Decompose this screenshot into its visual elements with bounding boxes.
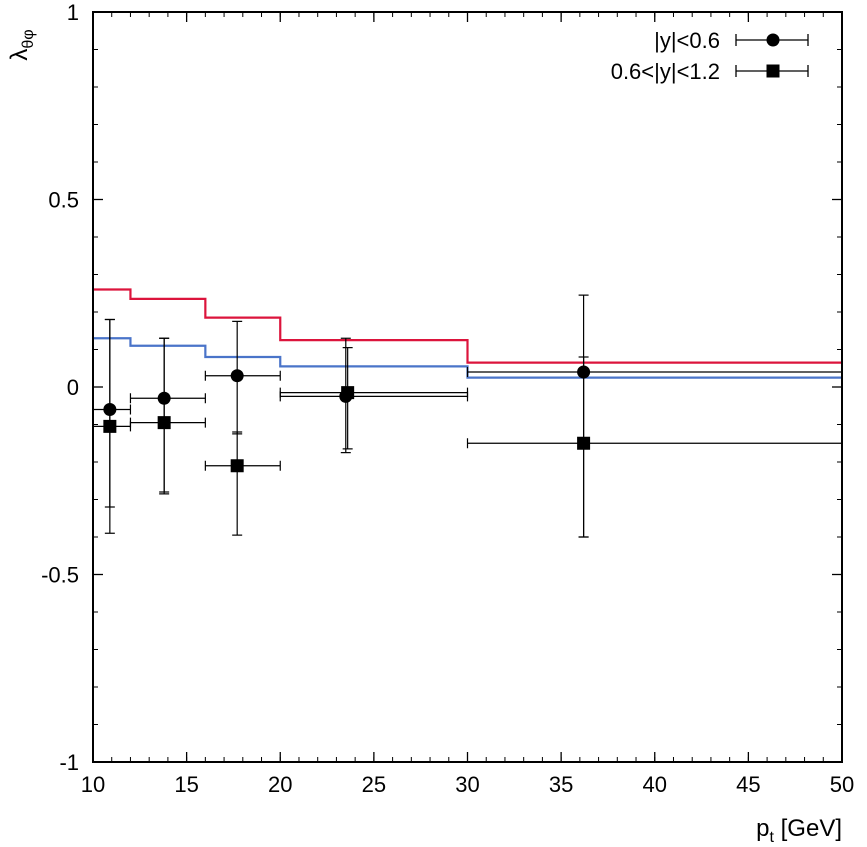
data-point-series-2 [92,318,132,508]
x-tick-label: 30 [455,772,479,797]
data-point-series-1 [466,294,843,538]
legend-marker-series-2 [735,64,809,78]
model-step-lines [93,288,842,379]
x-axis-title: pt [GeV] [756,815,842,846]
y-tick-label: 0.5 [48,188,79,213]
y-tick-label: -1 [59,750,79,775]
data-point-series-1 [204,320,281,435]
x-tick-label: 15 [174,772,198,797]
x-axis-title-unit: [GeV] [774,815,842,842]
x-tick-label: 35 [549,772,573,797]
data-point-series-1 [129,337,206,493]
plot-frame [92,11,843,763]
square-marker [341,386,355,400]
step-line-model-red [93,288,842,364]
y-tick-label: 0 [67,375,79,400]
data-point-series-2 [204,431,281,536]
minor-ticks [92,11,843,763]
x-axis-title-sub: t [770,829,775,846]
tick-labels: 10 15 20 25 30 35 40 45 50 -1 -0.5 0 0.5 1 [41,0,854,797]
y-tick-label: -0.5 [41,563,79,588]
legend: |y|<0.6 0.6<|y|<1.2 [611,28,809,84]
x-tick-label: 50 [830,772,854,797]
x-tick-label: 20 [268,772,292,797]
major-ticks [92,11,843,763]
x-tick-label: 25 [362,772,386,797]
data-point-series-2 [279,347,469,450]
square-marker [157,416,171,430]
x-tick-label: 45 [736,772,760,797]
square-marker [230,459,244,473]
data-point-series-2 [129,337,206,495]
y-axis-title-main: λ [6,49,33,61]
y-axis-title: λθφ [6,29,37,60]
y-axis-title-sub: θφ [20,29,37,48]
legend-label-series-2: 0.6<|y|<1.2 [611,59,720,84]
x-axis-title-main: p [756,815,769,842]
circle-marker [230,369,244,383]
data-points [92,294,843,538]
x-tick-label: 40 [643,772,667,797]
data-point-series-2 [466,356,843,538]
x-tick-label: 10 [81,772,105,797]
square-marker [577,436,591,450]
square-marker [103,419,117,433]
legend-marker-series-1 [735,33,809,47]
legend-label-series-1: |y|<0.6 [654,28,720,53]
y-tick-label: 1 [67,0,79,25]
data-point-series-1 [279,337,469,454]
